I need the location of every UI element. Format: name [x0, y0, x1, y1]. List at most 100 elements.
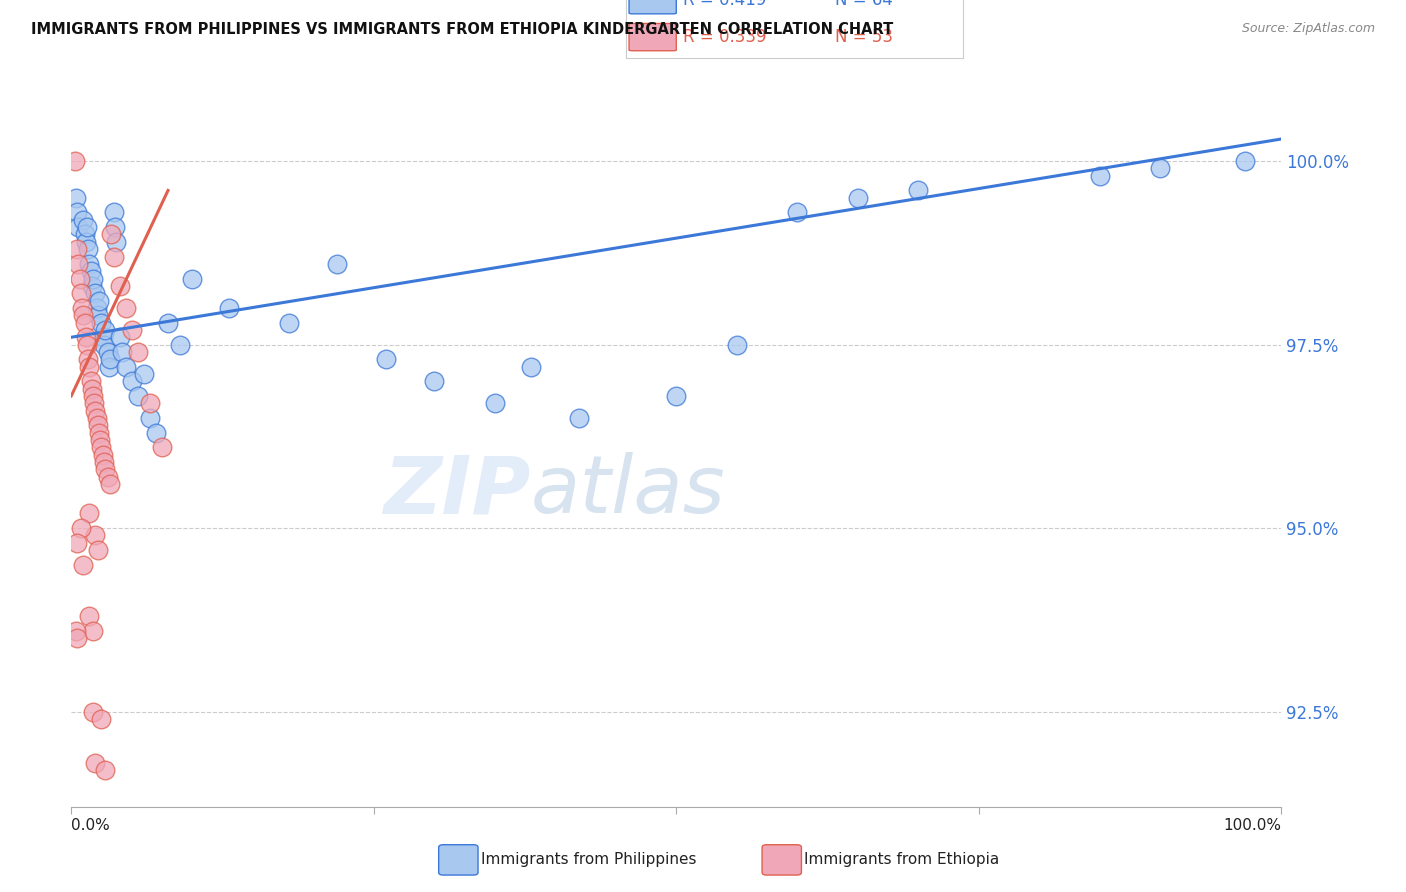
Text: R = 0.419: R = 0.419	[683, 0, 766, 9]
Point	[94, 764, 117, 778]
Point	[568, 411, 591, 425]
FancyBboxPatch shape	[628, 0, 676, 13]
Text: R = 0.339: R = 0.339	[683, 29, 766, 46]
Point	[139, 396, 162, 410]
Point	[79, 609, 101, 624]
FancyBboxPatch shape	[628, 23, 676, 51]
Text: atlas: atlas	[531, 452, 725, 531]
Point	[91, 330, 114, 344]
Point	[132, 367, 155, 381]
Point	[77, 242, 100, 256]
Point	[103, 205, 125, 219]
Text: Immigrants from Philippines: Immigrants from Philippines	[481, 853, 696, 867]
Point	[181, 271, 204, 285]
Point	[67, 257, 90, 271]
Point	[98, 477, 121, 491]
Point	[127, 389, 149, 403]
Text: 100.0%: 100.0%	[1223, 818, 1281, 833]
Point	[169, 337, 191, 351]
Point	[90, 316, 112, 330]
Point	[79, 359, 101, 374]
Point	[66, 536, 89, 550]
Point	[83, 396, 105, 410]
Point	[150, 441, 173, 455]
Point	[121, 323, 143, 337]
Point	[98, 352, 121, 367]
Point	[97, 359, 120, 374]
Point	[87, 418, 110, 433]
Point	[90, 712, 112, 726]
Point	[66, 632, 89, 646]
Point	[114, 359, 136, 374]
Point	[79, 507, 101, 521]
Point	[76, 220, 98, 235]
Point	[75, 235, 97, 249]
Point	[104, 220, 127, 235]
Point	[93, 337, 115, 351]
Point	[93, 455, 115, 469]
Point	[67, 220, 90, 235]
Point	[77, 352, 100, 367]
Point	[105, 235, 128, 249]
Point	[100, 227, 122, 242]
Point	[665, 389, 688, 403]
Point	[127, 345, 149, 359]
Point	[70, 521, 93, 535]
Point	[79, 257, 101, 271]
Point	[1149, 161, 1171, 176]
Point	[218, 301, 240, 315]
Point	[69, 271, 91, 285]
Point	[65, 191, 87, 205]
Point	[82, 271, 104, 285]
Point	[80, 382, 103, 396]
Point	[520, 359, 543, 374]
Point	[108, 330, 131, 344]
Point	[108, 278, 131, 293]
Point	[72, 308, 94, 322]
Point	[86, 301, 108, 315]
Point	[66, 242, 89, 256]
Point	[484, 396, 506, 410]
Point	[73, 316, 96, 330]
Point	[139, 411, 162, 425]
Point	[80, 278, 103, 293]
Point	[86, 411, 108, 425]
Point	[94, 462, 117, 476]
Text: N = 53: N = 53	[835, 29, 893, 46]
Text: Source: ZipAtlas.com: Source: ZipAtlas.com	[1241, 22, 1375, 36]
Text: 0.0%: 0.0%	[72, 818, 110, 833]
Point	[87, 543, 110, 558]
Point	[1233, 154, 1256, 169]
Point	[66, 205, 89, 219]
Point	[90, 441, 112, 455]
Point	[111, 345, 134, 359]
Point	[76, 337, 98, 351]
Point	[725, 337, 748, 351]
Point	[87, 425, 110, 440]
Point	[65, 624, 87, 638]
Text: N = 64: N = 64	[835, 0, 893, 9]
Point	[96, 345, 118, 359]
Text: ZIP: ZIP	[384, 452, 531, 531]
Point	[79, 374, 101, 388]
Point	[84, 528, 107, 542]
Point	[87, 293, 110, 308]
Point	[786, 205, 808, 219]
Point	[75, 330, 97, 344]
Point	[84, 403, 107, 417]
Point	[87, 308, 110, 322]
Point	[907, 183, 929, 197]
Point	[84, 286, 107, 301]
Point	[70, 301, 93, 315]
Point	[79, 264, 101, 278]
Point	[846, 191, 869, 205]
Point	[374, 352, 396, 367]
Point	[82, 705, 104, 719]
Point	[91, 448, 114, 462]
Point	[89, 433, 111, 447]
Point	[114, 301, 136, 315]
Point	[72, 558, 94, 572]
Point	[145, 425, 167, 440]
Point	[70, 286, 93, 301]
Point	[63, 154, 86, 169]
